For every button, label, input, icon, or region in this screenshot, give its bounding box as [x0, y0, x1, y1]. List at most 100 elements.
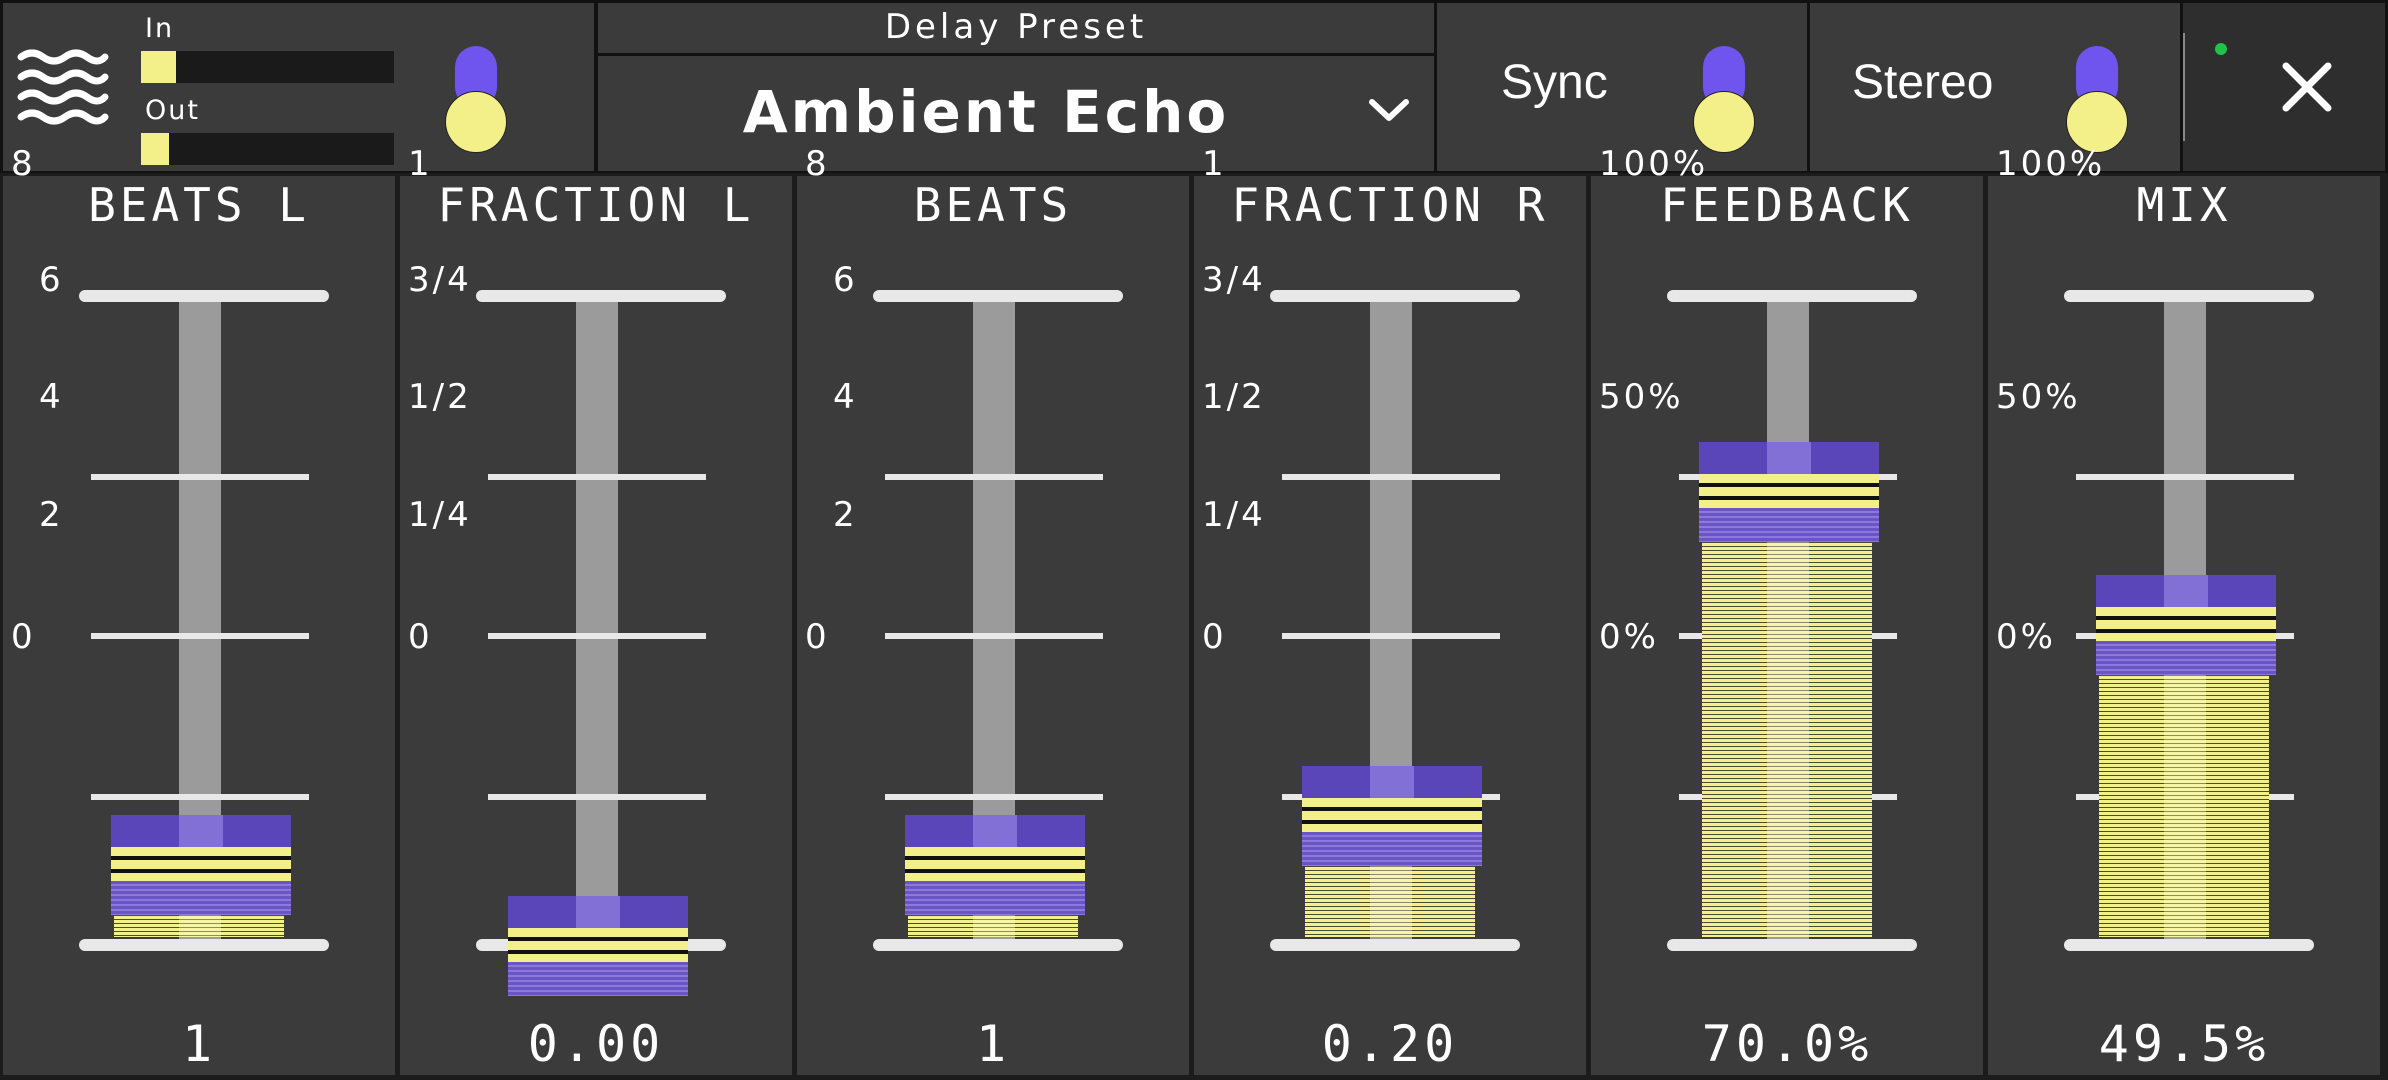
- fader-min-rail: [873, 939, 1123, 951]
- fader-fill: [1702, 490, 1872, 937]
- fader-value[interactable]: 1: [975, 1015, 1011, 1073]
- scale-tick-label: 0%: [1599, 617, 1659, 657]
- fader-max-rail: [79, 290, 329, 302]
- handle-top-center: [179, 814, 223, 847]
- fader-handle[interactable]: [1302, 766, 1482, 867]
- scale-tick-line: [488, 473, 706, 480]
- out-level-meter: [141, 133, 394, 165]
- scale-tick-label: 1: [408, 144, 433, 184]
- chevron-down-icon[interactable]: [1368, 96, 1410, 124]
- scale-tick-label: 3/4: [1202, 260, 1266, 300]
- fader-track[interactable]: [576, 296, 618, 945]
- handle-top-center: [973, 814, 1017, 847]
- handle-top-center: [576, 896, 620, 928]
- stereo-panel: Stereo: [1810, 3, 2180, 171]
- fader-max-rail: [873, 290, 1123, 302]
- fader-value[interactable]: 70.0%: [1701, 1015, 1873, 1073]
- scale-tick-label: 0: [408, 617, 433, 657]
- handle-bottom: [111, 880, 291, 915]
- fader-handle[interactable]: [1699, 441, 1879, 542]
- stereo-label: Stereo: [1852, 56, 1994, 109]
- preset-label: Delay Preset: [884, 7, 1148, 47]
- fader-min-rail: [79, 939, 329, 951]
- fader-fraction-r[interactable]: FRACTION R 1 3/4 1/2 1/4 0 0.20: [1194, 144, 1586, 1075]
- sync-label: Sync: [1501, 56, 1608, 109]
- handle-grip-stripes: [1699, 473, 1879, 508]
- preset-dropdown[interactable]: Ambient Echo: [598, 56, 1434, 171]
- scale-tick-label: 0: [805, 617, 830, 657]
- fader-handle[interactable]: [111, 814, 291, 915]
- fader-min-rail: [2064, 939, 2314, 951]
- divider: [2183, 33, 2185, 141]
- scale-tick-line: [91, 632, 309, 639]
- fader-beats[interactable]: BEATS 8 6 4 2 0 1: [797, 144, 1189, 1075]
- waves-logo-icon: [17, 49, 109, 125]
- fader-handle[interactable]: [905, 814, 1085, 915]
- sync-toggle[interactable]: [1693, 91, 1755, 153]
- out-meter-label: Out: [145, 95, 200, 126]
- fader-mix[interactable]: MIX 100% 50% 0% 49.5%: [1988, 144, 2380, 1075]
- handle-grip-stripes: [2096, 606, 2276, 641]
- fader-value[interactable]: 49.5%: [2098, 1015, 2270, 1073]
- out-level-fill: [141, 133, 169, 165]
- scale-tick-label: 2: [39, 495, 64, 535]
- scale-tick-label: 100%: [1599, 144, 1709, 184]
- fader-feedback[interactable]: FEEDBACK 100% 50% 0% 70.0%: [1591, 144, 1983, 1075]
- fader-max-rail: [1270, 290, 1520, 302]
- scale-tick-label: 6: [833, 260, 858, 300]
- fader-beats-l[interactable]: BEATS L 8 6 4 2 0 1: [3, 144, 395, 1075]
- fader-handle[interactable]: [508, 896, 688, 996]
- fader-title: BEATS: [913, 178, 1073, 232]
- handle-bottom: [2096, 640, 2276, 675]
- handle-bottom: [1302, 832, 1482, 867]
- handle-bottom: [905, 880, 1085, 915]
- scale-tick-label: 1/2: [1202, 377, 1266, 417]
- handle-grip-stripes: [1302, 798, 1482, 833]
- handle-bottom: [1699, 507, 1879, 542]
- scale-tick-label: 4: [833, 377, 858, 417]
- in-meter-label: In: [145, 13, 175, 44]
- fader-value[interactable]: 0.20: [1321, 1015, 1459, 1073]
- scale-tick-line: [885, 632, 1103, 639]
- fader-max-rail: [2064, 290, 2314, 302]
- fader-fill-highlight: [1767, 490, 1809, 937]
- scale-tick-line: [91, 794, 309, 801]
- scale-tick-label: 8: [11, 144, 36, 184]
- in-level-meter: [141, 51, 394, 83]
- scale-tick-line: [2076, 473, 2294, 480]
- bypass-toggle[interactable]: [445, 91, 507, 153]
- scale-tick-line: [91, 473, 309, 480]
- fader-fill: [2099, 623, 2269, 937]
- close-panel: [2183, 3, 2385, 171]
- scale-tick-line: [488, 632, 706, 639]
- stereo-toggle[interactable]: [2066, 91, 2128, 153]
- close-icon[interactable]: [2281, 61, 2333, 113]
- handle-bottom: [508, 962, 688, 996]
- fader-handle[interactable]: [2096, 574, 2276, 675]
- scale-tick-label: 0: [1202, 617, 1227, 657]
- handle-grip-stripes: [905, 846, 1085, 881]
- top-bar: In Out Delay Preset Ambient Echo Sync St…: [0, 0, 2388, 173]
- fader-title: FRACTION R: [1231, 178, 1549, 232]
- fader-max-rail: [476, 290, 726, 302]
- handle-top-center: [1767, 441, 1811, 474]
- scale-tick-line: [488, 794, 706, 801]
- preset-panel: Delay Preset Ambient Echo: [598, 3, 1434, 171]
- fader-title: MIX: [2136, 178, 2232, 232]
- scale-tick-label: 3/4: [408, 260, 472, 300]
- scale-tick-line: [885, 473, 1103, 480]
- scale-tick-label: 50%: [1996, 377, 2081, 417]
- handle-top-center: [2164, 574, 2208, 607]
- scale-tick-label: 0: [11, 617, 36, 657]
- scale-tick-line: [885, 794, 1103, 801]
- fader-fraction-l[interactable]: FRACTION L 1 3/4 1/2 1/4 0 0.00: [400, 144, 792, 1075]
- preset-value: Ambient Echo: [742, 78, 1230, 146]
- fader-value[interactable]: 1: [181, 1015, 217, 1073]
- scale-tick-label: 1/2: [408, 377, 472, 417]
- handle-top-center: [1370, 766, 1414, 799]
- scale-tick-label: 6: [39, 260, 64, 300]
- fader-value[interactable]: 0.00: [527, 1015, 665, 1073]
- scale-tick-label: 1: [1202, 144, 1227, 184]
- scale-tick-line: [1282, 473, 1500, 480]
- sync-panel: Sync: [1437, 3, 1807, 171]
